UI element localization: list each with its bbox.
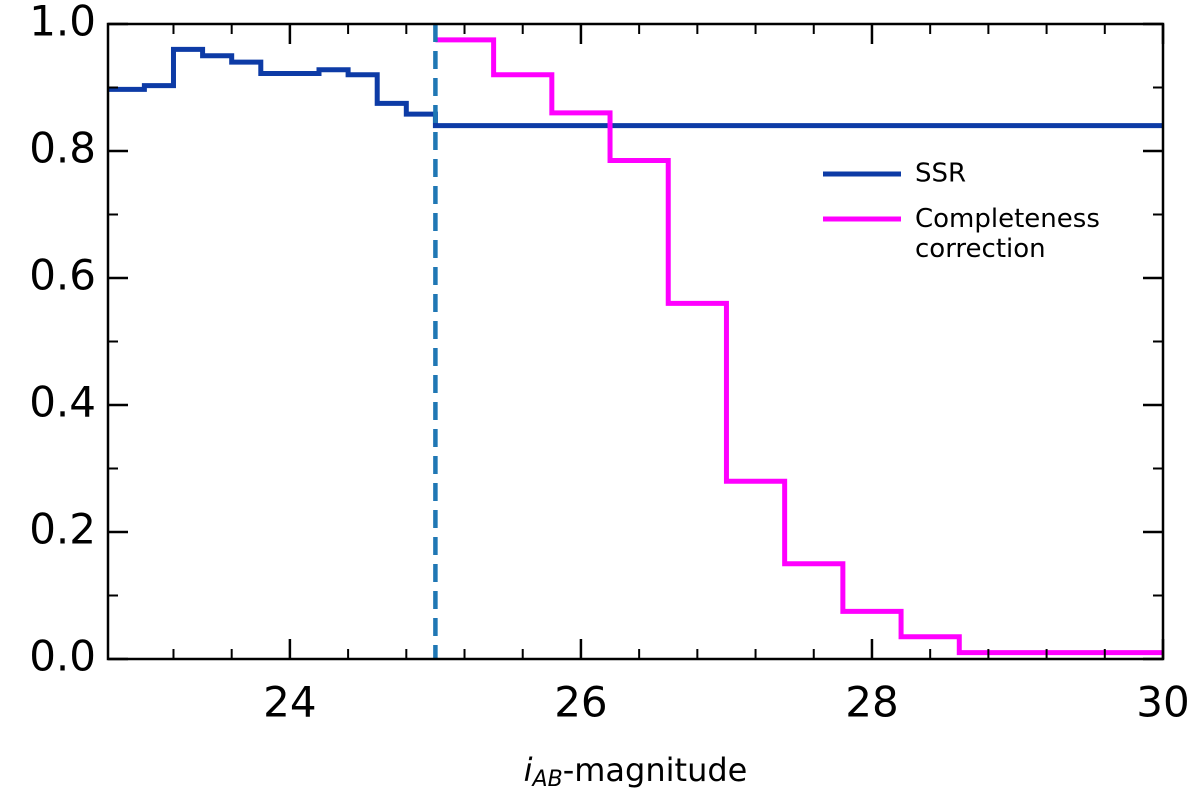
x-tick-label: 30 [1136, 678, 1189, 727]
x-tick-label: 24 [263, 678, 316, 727]
y-tick-label: 1.0 [29, 0, 96, 46]
step-line [435, 37, 1163, 656]
legend-label: SSR [915, 159, 966, 189]
plot-frame [106, 22, 1165, 661]
legend-label: Completeness correction [915, 204, 1100, 264]
x-tick-label: 26 [554, 678, 607, 727]
x-axis-label-part: AB [531, 767, 563, 792]
x-axis-label-part: i [524, 751, 533, 789]
x-axis-label-part: -magnitude [563, 751, 748, 789]
y-tick-label: 0.2 [29, 505, 96, 554]
y-tick-label: 0.4 [29, 378, 96, 427]
y-tick-label: 0.0 [29, 632, 96, 681]
y-tick-label: 0.6 [29, 251, 96, 300]
y-tick-label: 0.8 [29, 124, 96, 173]
step-line [108, 46, 1163, 129]
x-axis-label: iAB-magnitude [524, 751, 748, 792]
x-tick-label: 28 [845, 678, 898, 727]
